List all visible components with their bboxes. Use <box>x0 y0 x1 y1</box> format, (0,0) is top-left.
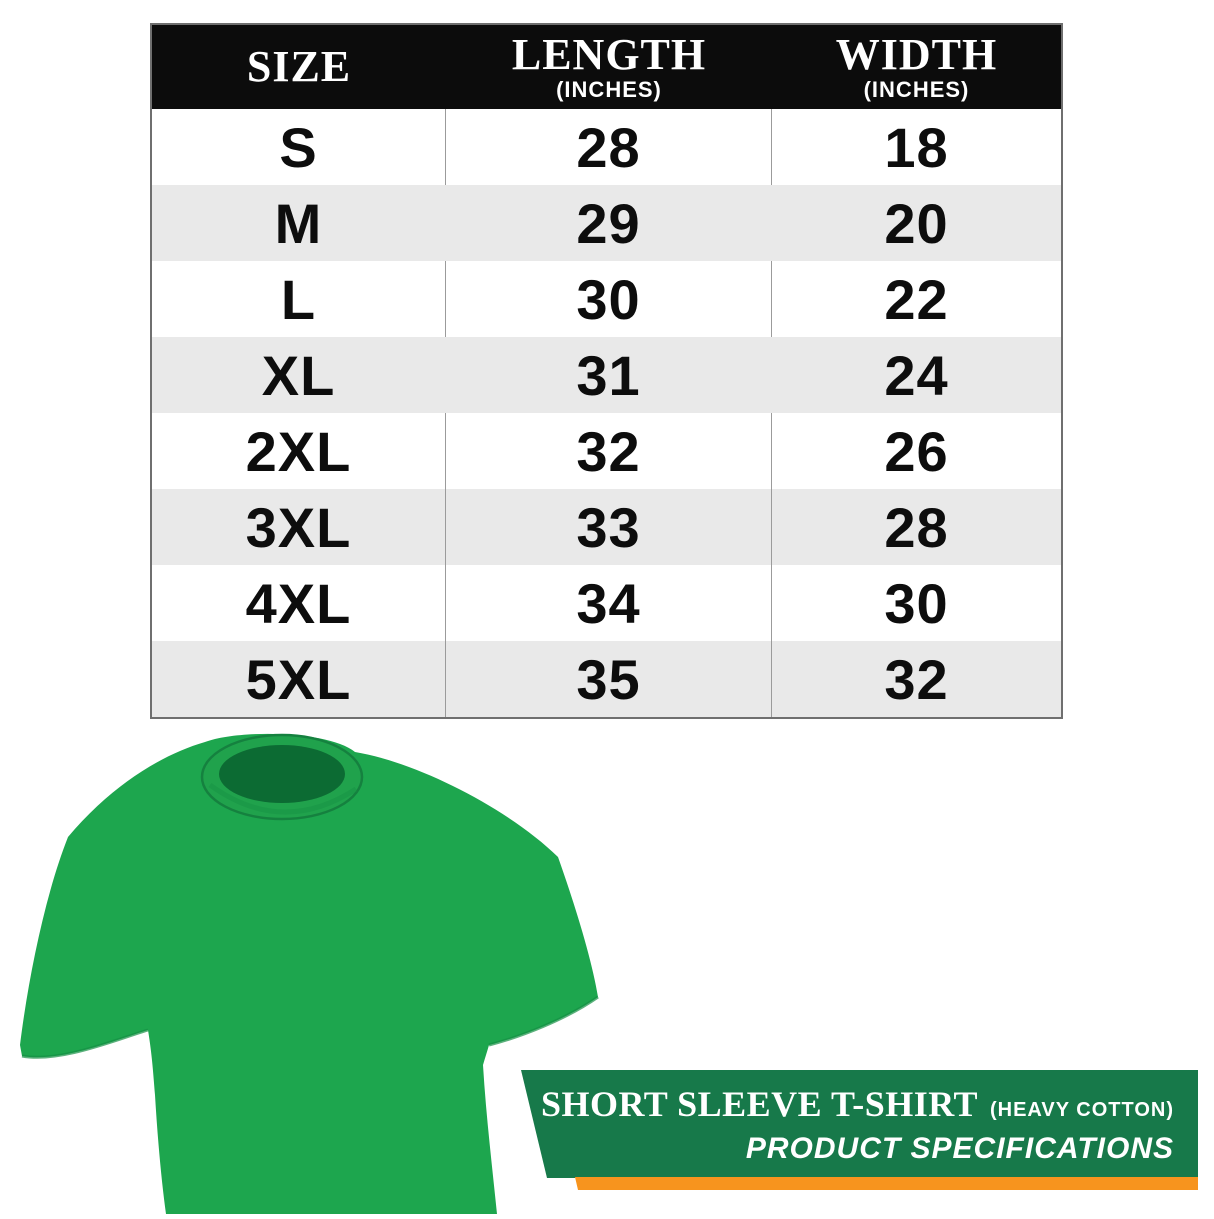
length-cell: 35 <box>446 641 772 717</box>
table-row-4xl: 4XL 34 30 <box>152 565 1061 641</box>
size-chart-table: SIZE LENGTH (INCHES) WIDTH (INCHES) S 28… <box>150 23 1063 719</box>
length-cell: 32 <box>446 413 772 489</box>
width-cell: 22 <box>884 267 949 331</box>
size-cell: 2XL <box>152 413 446 489</box>
length-column-label: LENGTH <box>511 29 707 79</box>
tshirt-graphic <box>20 733 599 1214</box>
banner-subtitle: PRODUCT SPECIFICATIONS <box>745 1131 1174 1165</box>
width-cell: 28 <box>884 495 949 559</box>
width-cell: 30 <box>884 571 949 635</box>
width-cell: 18 <box>884 115 949 179</box>
size-cell: 4XL <box>152 565 446 641</box>
size-cell: 3XL <box>152 489 446 565</box>
table-row-l: L 30 22 <box>152 261 1061 337</box>
size-cell: M <box>274 191 323 255</box>
tshirt-image <box>0 725 660 1214</box>
size-cell: 5XL <box>152 641 446 717</box>
product-banner: SHORT SLEEVE T-SHIRT (HEAVY COTTON) PROD… <box>521 1070 1198 1178</box>
banner-title-line: SHORT SLEEVE T-SHIRT (HEAVY COTTON) <box>541 1083 1174 1125</box>
table-row-m: M 29 20 <box>152 185 1061 261</box>
length-unit-label: (INCHES) <box>556 77 662 102</box>
size-cell: S <box>152 109 446 185</box>
table-row-s: S 28 18 <box>152 109 1061 185</box>
header-cell-width: WIDTH (INCHES) <box>772 25 1061 109</box>
size-column-label: SIZE <box>246 41 352 91</box>
tshirt-collar-opening <box>219 745 345 803</box>
table-row-xl: XL 31 24 <box>152 337 1061 413</box>
table-row-2xl: 2XL 32 26 <box>152 413 1061 489</box>
banner-title: SHORT SLEEVE T-SHIRT <box>540 1083 978 1124</box>
size-cell: L <box>152 261 446 337</box>
length-cell: 29 <box>576 191 641 255</box>
header-cell-size: SIZE <box>152 25 446 109</box>
table-row-5xl: 5XL 35 32 <box>152 641 1061 717</box>
table-row-3xl: 3XL 33 28 <box>152 489 1061 565</box>
width-cell: 24 <box>884 343 949 407</box>
tshirt-body-shape <box>20 733 598 1214</box>
width-column-label: WIDTH <box>835 29 998 79</box>
tshirt-collar-shadow <box>208 782 358 815</box>
table-header-row: SIZE LENGTH (INCHES) WIDTH (INCHES) <box>152 25 1061 109</box>
length-cell: 33 <box>446 489 772 565</box>
tshirt-sleeve-seam-left <box>21 1028 149 1059</box>
width-cell: 26 <box>884 419 949 483</box>
width-cell: 20 <box>884 191 949 255</box>
tshirt-sleeve-seam-right <box>488 995 599 1047</box>
banner-note: (HEAVY COTTON) <box>989 1098 1174 1121</box>
width-unit-label: (INCHES) <box>863 77 970 102</box>
length-cell: 31 <box>576 343 641 407</box>
header-cell-length: LENGTH (INCHES) <box>446 25 772 109</box>
accent-stripe <box>575 1177 1198 1190</box>
width-cell: 32 <box>884 647 949 711</box>
table-body: S 28 18 M 29 20 L 30 22 XL 31 24 2XL 32 … <box>152 109 1061 717</box>
size-cell: XL <box>261 343 336 407</box>
length-cell: 28 <box>446 109 772 185</box>
length-cell: 30 <box>446 261 772 337</box>
length-cell: 34 <box>446 565 772 641</box>
